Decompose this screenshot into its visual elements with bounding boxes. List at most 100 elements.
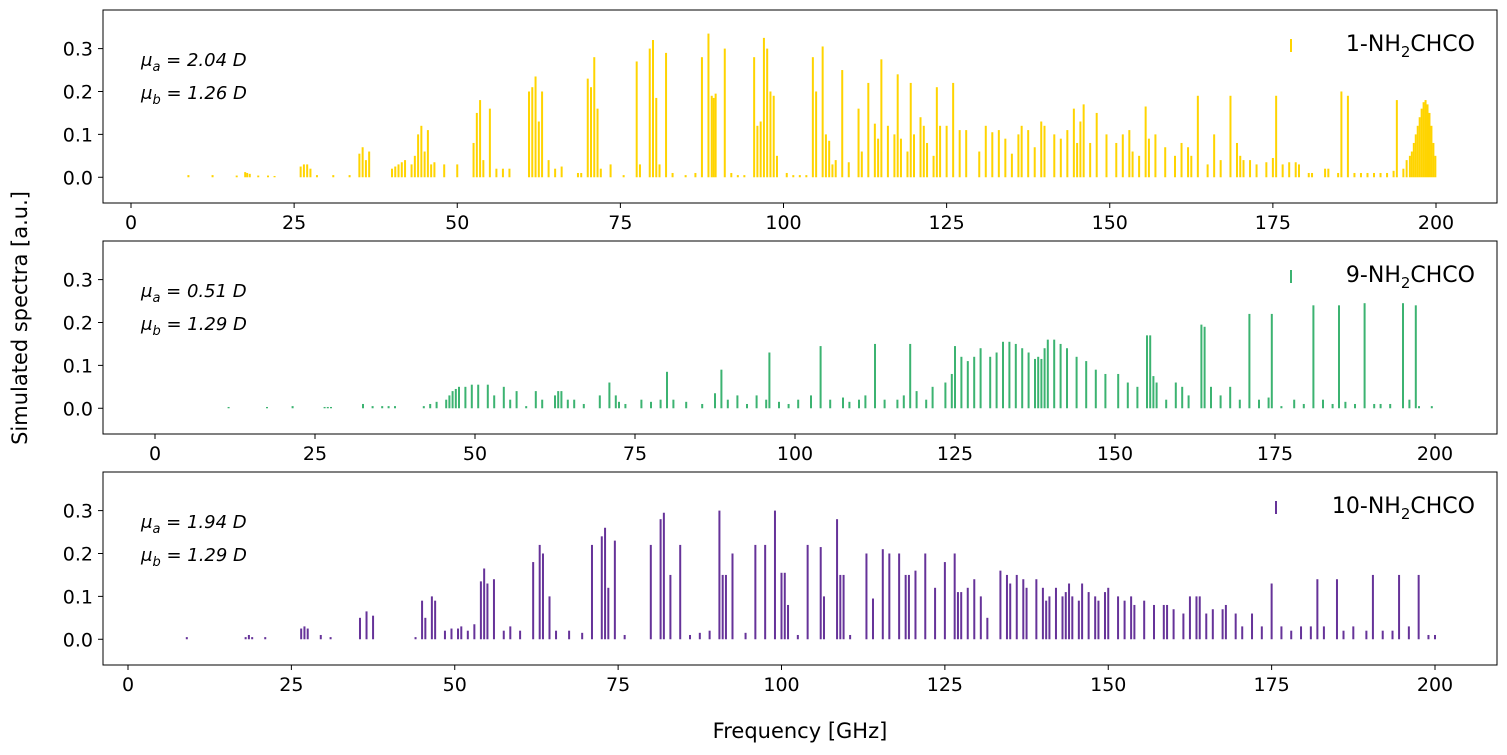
bar — [1249, 160, 1252, 178]
bar — [525, 406, 528, 409]
bar — [1391, 630, 1394, 640]
bar — [1097, 600, 1100, 640]
bar — [560, 391, 563, 409]
bar — [896, 74, 899, 178]
bar — [873, 123, 876, 178]
bar — [1153, 604, 1155, 640]
bar — [1288, 162, 1291, 178]
bar — [1144, 106, 1147, 178]
bar — [323, 406, 326, 409]
bar — [1353, 172, 1356, 178]
bar — [211, 175, 214, 178]
bar — [689, 634, 692, 640]
bar — [1200, 324, 1203, 409]
bar — [1005, 574, 1008, 640]
bar — [881, 549, 884, 640]
bar — [886, 125, 889, 178]
bar — [1166, 604, 1169, 640]
bar — [1238, 399, 1241, 409]
bar — [1009, 583, 1012, 640]
axes-frame — [102, 9, 1498, 204]
bar — [909, 343, 912, 409]
y-tick-label: 0.3 — [63, 270, 93, 292]
bar — [1271, 157, 1274, 178]
bar — [1043, 125, 1046, 178]
bar — [1275, 95, 1278, 178]
bar — [950, 373, 953, 409]
bar — [931, 386, 934, 409]
bar — [1221, 609, 1224, 640]
chart-panel-2: 0 25 50 75 100 125 150 175 200 0.0 0.1 0.2 0.3 μa = 0… — [63, 240, 1498, 465]
bar — [1068, 583, 1071, 640]
mu-value: = 1.29 D — [161, 314, 247, 335]
bar — [700, 57, 703, 178]
bar — [986, 617, 989, 640]
bar — [1017, 134, 1020, 178]
bar — [309, 168, 312, 178]
bar — [1410, 151, 1413, 178]
bar — [662, 512, 665, 640]
bar — [1076, 142, 1079, 178]
bar — [960, 592, 963, 640]
bar — [1059, 138, 1062, 178]
bar — [1434, 155, 1437, 178]
bar — [934, 587, 937, 640]
bar — [893, 134, 896, 178]
bar — [1219, 160, 1222, 178]
mu-subscript: b — [152, 324, 160, 339]
bar — [445, 399, 448, 409]
bar — [1420, 108, 1423, 178]
bar — [1147, 138, 1150, 178]
bar — [649, 544, 652, 640]
bar — [902, 395, 905, 409]
bar — [1300, 626, 1303, 640]
mu-b-annotation: μb = 1.29 D — [140, 545, 247, 570]
bar — [538, 544, 541, 640]
bar — [1041, 587, 1044, 640]
bar — [1211, 609, 1214, 640]
bar — [924, 553, 927, 640]
mu-value: = 1.94 D — [160, 512, 246, 533]
bar — [922, 125, 925, 178]
x-tick-label: 0 — [122, 674, 134, 696]
x-tick-label: 125 — [927, 674, 963, 696]
bar — [582, 403, 585, 409]
bar — [898, 553, 901, 640]
bar — [614, 395, 617, 409]
bar — [701, 403, 704, 409]
bar — [754, 544, 757, 640]
x-tick-label: 200 — [1418, 212, 1454, 234]
mu-subscript: b — [152, 93, 160, 108]
bar — [1430, 406, 1433, 409]
bar — [1427, 634, 1430, 640]
bar — [1004, 138, 1007, 178]
bar — [773, 510, 776, 640]
bar — [1196, 95, 1199, 178]
bar — [1379, 172, 1382, 178]
bar — [1027, 130, 1030, 178]
bar — [299, 166, 302, 178]
bar — [1046, 339, 1049, 409]
bar — [1130, 596, 1133, 640]
legend-subscript: 2 — [1401, 505, 1411, 523]
legend-prefix: 9-NH — [1346, 263, 1401, 288]
legend-label: 10-NH2CHCO — [1332, 494, 1475, 523]
bar — [1365, 630, 1368, 640]
bar — [1229, 95, 1232, 178]
bar — [991, 132, 994, 178]
bar — [1294, 162, 1297, 178]
bar — [1418, 406, 1420, 409]
x-tick-label: 200 — [1417, 674, 1453, 696]
chart-panel-3: 0 25 50 75 100 125 150 175 200 0.0 0.1 0.2 0.3 μa = 1… — [63, 471, 1498, 696]
bar — [477, 384, 480, 409]
bar — [966, 361, 969, 409]
bar — [306, 628, 309, 640]
bar — [554, 395, 556, 409]
bar — [541, 553, 544, 640]
bar — [596, 108, 599, 178]
bar — [423, 151, 426, 178]
bar — [659, 399, 662, 409]
bar — [736, 175, 739, 178]
x-tick-label: 50 — [463, 443, 487, 465]
bar — [834, 160, 837, 178]
